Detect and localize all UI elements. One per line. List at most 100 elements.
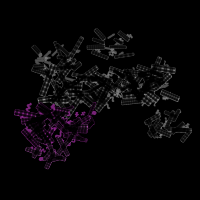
Bar (60, 56, 62, 58)
Bar (27, 147, 41, 153)
Bar (22, 129, 26, 133)
Bar (58, 100, 68, 112)
FancyArrow shape (65, 77, 83, 83)
Bar (113, 68, 116, 72)
Bar (131, 85, 135, 88)
Bar (101, 35, 103, 38)
Bar (123, 96, 145, 97)
Bar (71, 82, 74, 86)
Bar (150, 75, 154, 78)
Bar (32, 150, 34, 153)
Bar (89, 92, 92, 94)
Bar (173, 120, 175, 121)
Bar (102, 97, 105, 99)
Bar (58, 76, 63, 80)
Bar (149, 119, 160, 134)
Bar (101, 81, 111, 99)
Bar (89, 93, 96, 100)
Bar (176, 113, 178, 114)
Bar (149, 119, 152, 122)
Bar (124, 100, 126, 104)
Bar (60, 59, 76, 70)
FancyArrow shape (53, 92, 66, 95)
Bar (35, 48, 37, 50)
Bar (45, 151, 53, 168)
Bar (90, 76, 112, 82)
Bar (77, 43, 80, 46)
Bar (77, 124, 78, 126)
Bar (170, 116, 172, 118)
Bar (54, 119, 57, 123)
Bar (57, 138, 72, 155)
Bar (168, 130, 187, 131)
Bar (85, 125, 86, 129)
Bar (63, 59, 66, 61)
Bar (157, 82, 161, 87)
Bar (51, 154, 53, 157)
Bar (175, 116, 177, 117)
Bar (172, 128, 174, 131)
Bar (64, 82, 82, 84)
Bar (56, 85, 75, 106)
Bar (76, 137, 79, 140)
Bar (75, 88, 92, 104)
Bar (71, 87, 73, 92)
Bar (65, 125, 87, 129)
Bar (50, 87, 64, 104)
Bar (144, 81, 155, 86)
Bar (75, 66, 77, 69)
Bar (42, 71, 44, 74)
Bar (81, 96, 85, 100)
Bar (34, 64, 44, 69)
Bar (73, 90, 90, 106)
Bar (33, 119, 34, 122)
Bar (117, 40, 118, 42)
Bar (140, 90, 141, 92)
Bar (56, 65, 76, 68)
Bar (59, 119, 62, 121)
Bar (76, 83, 77, 88)
Bar (90, 123, 93, 125)
Bar (71, 107, 72, 108)
Bar (76, 123, 92, 126)
Bar (57, 82, 69, 99)
Bar (88, 103, 94, 117)
Bar (91, 117, 94, 124)
Bar (92, 105, 94, 107)
Bar (165, 111, 173, 128)
Bar (40, 107, 43, 110)
Bar (86, 97, 89, 100)
FancyArrow shape (47, 128, 56, 133)
Bar (72, 123, 73, 125)
Bar (88, 45, 104, 49)
Bar (122, 98, 141, 101)
Bar (27, 117, 49, 124)
Bar (32, 113, 35, 119)
Bar (38, 152, 40, 155)
Bar (59, 46, 61, 48)
Bar (65, 125, 66, 129)
Bar (55, 111, 69, 114)
Bar (57, 45, 68, 56)
Bar (143, 77, 146, 79)
Bar (135, 86, 139, 89)
Bar (57, 48, 59, 49)
Bar (164, 111, 177, 118)
Bar (110, 69, 135, 79)
Bar (98, 86, 99, 88)
Bar (132, 76, 142, 90)
Bar (84, 96, 97, 107)
Bar (143, 73, 145, 77)
Bar (152, 116, 155, 120)
Bar (70, 62, 72, 64)
Bar (49, 159, 52, 161)
Bar (55, 107, 69, 111)
Bar (157, 73, 159, 75)
Bar (15, 110, 45, 121)
Bar (88, 84, 105, 93)
Bar (170, 94, 172, 98)
Bar (57, 44, 59, 46)
Bar (36, 113, 39, 116)
Bar (140, 88, 157, 101)
Bar (62, 129, 87, 133)
